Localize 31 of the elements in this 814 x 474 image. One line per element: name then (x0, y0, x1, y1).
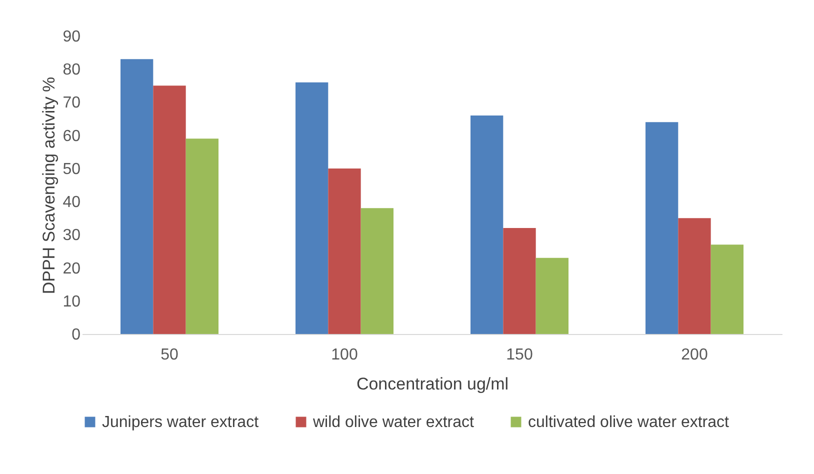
y-tick-label: 30 (62, 227, 81, 244)
bar (186, 138, 218, 334)
y-tick-label: 90 (62, 28, 81, 46)
y-tick-label: 0 (72, 326, 81, 344)
y-axis-title: DPPH Scavenging activity % (40, 76, 59, 294)
y-tick-label: 10 (62, 293, 81, 310)
bar (153, 86, 186, 334)
bar (710, 244, 744, 334)
bar (678, 218, 711, 334)
bar (360, 208, 394, 334)
bar (646, 122, 678, 334)
y-tick-label: 60 (62, 128, 81, 145)
y-tick-label: 70 (62, 94, 81, 112)
legend-label: Junipers water extract (102, 414, 260, 431)
bar (120, 59, 154, 334)
y-tick-label: 50 (62, 160, 81, 178)
bar (328, 168, 361, 334)
x-axis-title: Concentration ug/ml (356, 374, 509, 394)
y-tick-label: 20 (62, 260, 81, 278)
bar (296, 82, 328, 334)
y-tick-label: 80 (62, 62, 81, 79)
x-tick-label: 100 (331, 346, 358, 364)
bar (536, 258, 568, 334)
x-tick-label: 150 (506, 346, 533, 364)
y-tick-label: 40 (62, 194, 81, 212)
bar (503, 228, 536, 334)
x-tick-label: 200 (681, 346, 708, 364)
bar (470, 115, 504, 334)
legend-label: wild olive water extract (312, 414, 474, 431)
x-tick-label: 50 (160, 346, 178, 364)
legend-label: cultivated olive water extract (528, 414, 730, 431)
